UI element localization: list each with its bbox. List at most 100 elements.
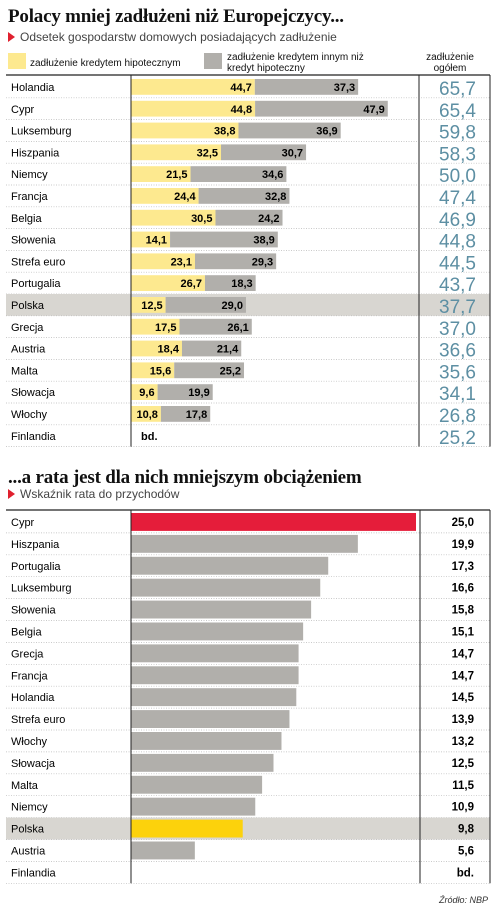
category-label-finlandia: Finlandia [11, 431, 57, 443]
value-luksemburg: 16,6 [452, 583, 474, 595]
category-label-slowacja: Słowacja [11, 758, 56, 770]
bar-mortgage-hiszpania [131, 144, 222, 161]
value-francja: 14,7 [452, 670, 474, 682]
bar-grecja [131, 644, 299, 663]
value-total-austria: 36,6 [439, 341, 476, 362]
bar-other-polska [165, 297, 246, 313]
bar-niemcy [131, 797, 256, 816]
value-malta: 11,5 [452, 780, 474, 792]
bar-other-holandia [254, 79, 359, 95]
category-label-wlochy: Włochy [11, 736, 48, 748]
legend-label-other: zadłużenie kredytem innym niż kredyt hip… [227, 52, 364, 74]
value-other-cypr: 47,9 [363, 104, 384, 116]
bar-mortgage-cypr [131, 100, 256, 117]
bar-francja [131, 666, 299, 685]
bar-mortgage-holandia [131, 79, 255, 95]
bar-other-slowacja [157, 384, 213, 400]
bar-other-luksemburg [238, 122, 341, 139]
category-label-finlandia: Finlandia [11, 867, 57, 879]
bar-mortgage-polska [131, 297, 166, 313]
category-label-luksemburg: Luksemburg [11, 126, 72, 138]
value-mortgage-francja: 24,4 [174, 191, 196, 203]
value-mortgage-belgia: 30,5 [191, 213, 212, 225]
value-slowacja: 12,5 [452, 758, 475, 770]
value-other-belgia: 24,2 [258, 213, 279, 225]
bar-portugalia [131, 556, 329, 575]
bar-strefa-euro [131, 710, 290, 728]
category-label-malta: Malta [11, 780, 39, 792]
bar-hiszpania [131, 534, 358, 553]
value-total-luksemburg: 59,8 [439, 123, 476, 144]
value-other-holandia: 37,3 [334, 82, 355, 94]
highlight-row-polska [6, 817, 490, 840]
value-mortgage-malta: 15,6 [150, 365, 171, 377]
category-label-cypr: Cypr [11, 517, 35, 529]
value-total-wlochy: 26,8 [439, 406, 476, 427]
category-label-francja: Francja [11, 670, 49, 682]
value-mortgage-polska: 12,5 [141, 300, 162, 312]
category-label-polska: Polska [11, 300, 45, 312]
value-total-slowenia: 44,8 [439, 232, 476, 253]
category-label-belgia: Belgia [11, 213, 42, 225]
bar-mortgage-slowenia [131, 231, 171, 248]
bar-other-malta [174, 362, 245, 379]
category-label-hiszpania: Hiszpania [11, 539, 60, 551]
bar-mortgage-malta [131, 362, 175, 379]
value-slowenia: 15,8 [452, 605, 475, 617]
value-other-francja: 32,8 [265, 191, 286, 203]
value-belgia: 15,1 [452, 627, 475, 639]
category-label-cypr: Cypr [11, 104, 35, 116]
value-grecja: 14,7 [452, 648, 474, 660]
category-label-slowenia: Słowenia [11, 235, 57, 247]
bar-malta [131, 775, 263, 794]
bar-mortgage-luksemburg [131, 122, 239, 139]
bar-slowacja [131, 753, 274, 772]
value-niemcy: 10,9 [452, 802, 474, 814]
category-label-holandia: Holandia [11, 692, 55, 704]
category-label-strefa-euro: Strefa euro [11, 256, 65, 268]
value-total-hiszpania: 58,3 [439, 144, 476, 165]
value-mortgage-grecja: 17,5 [155, 322, 176, 334]
value-other-luksemburg: 36,9 [316, 126, 337, 138]
value-other-hiszpania: 30,7 [282, 147, 303, 159]
value-polska: 9,8 [458, 824, 475, 836]
value-hiszpania: 19,9 [452, 539, 474, 551]
value-mortgage-wlochy: 10,8 [136, 409, 157, 421]
bar-austria [131, 841, 195, 860]
value-mortgage-luksemburg: 38,8 [214, 126, 235, 138]
value-austria: 5,6 [458, 846, 474, 858]
bar-mortgage-belgia [131, 209, 216, 226]
value-mortgage-slowacja: 9,6 [139, 387, 154, 399]
value-strefa-euro: 13,9 [452, 714, 474, 726]
value-total-polska: 37,7 [439, 297, 476, 318]
bar-other-wlochy [160, 406, 211, 422]
category-label-hiszpania: Hiszpania [11, 147, 60, 159]
bar-mortgage-wlochy [131, 406, 161, 422]
debt-share-chart: Holandia 44,7 37,3 65,7 Cypr 44,8 47,9 65,4 Luks… [6, 74, 491, 449]
category-label-strefa-euro: Strefa euro [11, 714, 65, 726]
triangle-bullet-icon [8, 489, 15, 499]
value-holandia: 14,5 [452, 692, 475, 704]
value-total-cypr: 65,4 [439, 101, 476, 122]
value-mortgage-austria: 18,4 [158, 344, 180, 356]
value-wlochy: 13,2 [452, 736, 474, 748]
value-mortgage-cypr: 44,8 [231, 104, 252, 116]
bar-polska [131, 819, 243, 838]
value-total-holandia: 65,7 [439, 79, 476, 100]
bar-other-cypr [255, 100, 388, 117]
bar-mortgage-francja [131, 188, 199, 204]
value-other-portugalia: 18,3 [231, 278, 252, 290]
value-other-slowacja: 19,9 [188, 387, 209, 399]
value-cypr: 25,0 [452, 517, 474, 529]
category-label-wlochy: Włochy [11, 409, 48, 421]
bar-mortgage-niemcy [131, 166, 191, 182]
value-other-slowenia: 38,9 [253, 235, 274, 247]
value-total-strefa-euro: 44,5 [439, 253, 476, 274]
bar-wlochy [131, 732, 282, 750]
bar-slowenia [131, 600, 312, 619]
category-label-portugalia: Portugalia [11, 561, 61, 573]
value-finlandia: bd. [457, 867, 474, 879]
bar-luksemburg [131, 578, 321, 597]
value-total-grecja: 37,0 [439, 319, 476, 340]
highlight-row-polska [6, 294, 490, 316]
